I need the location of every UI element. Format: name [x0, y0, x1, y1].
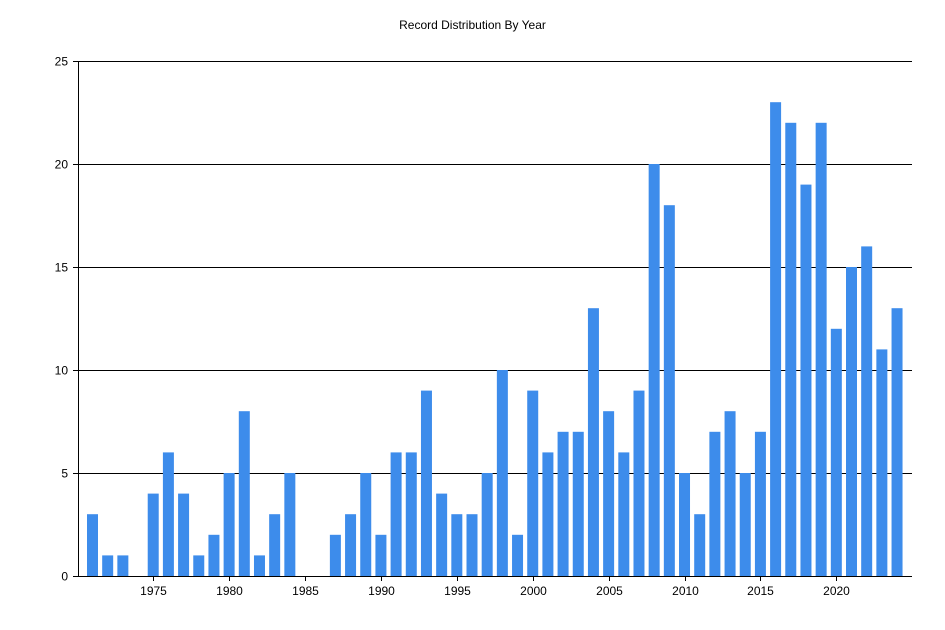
- x-tick-label: 2020: [823, 584, 850, 598]
- bar-1976: [162, 452, 174, 576]
- x-tick-label: 2005: [596, 584, 623, 598]
- x-tick-label: 1975: [140, 584, 167, 598]
- bar-1971: [87, 514, 98, 576]
- bar-1973: [117, 555, 129, 576]
- x-tick-label: 2010: [672, 584, 699, 598]
- bar-2019: [815, 122, 827, 577]
- bar-1982: [253, 555, 265, 576]
- bar-2015: [754, 431, 766, 576]
- bar-2004: [587, 308, 599, 576]
- x-tick-label: 1985: [292, 584, 319, 598]
- y-tick-label: 5: [61, 467, 68, 481]
- y-tick-label: 10: [55, 364, 69, 378]
- bar-2020: [830, 328, 842, 576]
- x-tick-label: 2000: [520, 584, 547, 598]
- bar-2002: [557, 431, 569, 576]
- bar-2021: [846, 267, 857, 576]
- bar-1983: [269, 514, 281, 576]
- bar-2010: [679, 473, 691, 576]
- bar-1979: [208, 534, 220, 576]
- x-tick-label: 2015: [747, 584, 774, 598]
- bar-1995: [451, 514, 463, 576]
- bar-1992: [405, 452, 417, 576]
- y-tick-label: 25: [55, 55, 69, 69]
- bar-1981: [238, 411, 250, 576]
- bar-1997: [481, 473, 493, 576]
- bar-2014: [739, 473, 751, 576]
- bar-2017: [785, 122, 797, 577]
- bar-1978: [193, 555, 205, 576]
- bar-2023: [876, 349, 888, 576]
- bar-1990: [375, 534, 387, 576]
- bar-1991: [390, 452, 402, 576]
- bar-1996: [466, 514, 478, 576]
- bar-1988: [345, 514, 357, 576]
- bar-2024: [891, 308, 903, 576]
- bar-1980: [223, 473, 235, 576]
- bar-1977: [178, 493, 190, 576]
- x-tick-label: 1980: [216, 584, 243, 598]
- bar-2008: [648, 164, 660, 576]
- bar-1999: [512, 534, 524, 576]
- bar-2000: [527, 390, 539, 576]
- y-tick-label: 15: [55, 261, 69, 275]
- bar-2003: [572, 431, 584, 576]
- bar-2018: [800, 184, 812, 576]
- bar-1975: [147, 493, 159, 576]
- bar-1972: [102, 555, 114, 576]
- bar-2022: [861, 246, 873, 576]
- bar-2013: [724, 411, 736, 576]
- bar-1987: [329, 534, 341, 576]
- chart-title: Record Distribution By Year: [399, 18, 546, 32]
- bar-1993: [420, 390, 432, 576]
- bar-2009: [663, 205, 675, 576]
- x-tick-label: 1995: [444, 584, 471, 598]
- bar-2001: [542, 452, 554, 576]
- bar-1984: [284, 473, 296, 576]
- bar-2005: [603, 411, 615, 576]
- bar-2016: [770, 102, 782, 576]
- bar-1994: [436, 493, 448, 576]
- bar-1989: [360, 473, 372, 576]
- y-tick-label: 0: [61, 570, 68, 584]
- bar-2006: [618, 452, 630, 576]
- bar-1998: [496, 370, 508, 576]
- bar-2011: [694, 514, 706, 576]
- bar-2012: [709, 431, 721, 576]
- y-tick-label: 20: [55, 158, 69, 172]
- bar-2007: [633, 390, 645, 576]
- x-tick-label: 1990: [368, 584, 395, 598]
